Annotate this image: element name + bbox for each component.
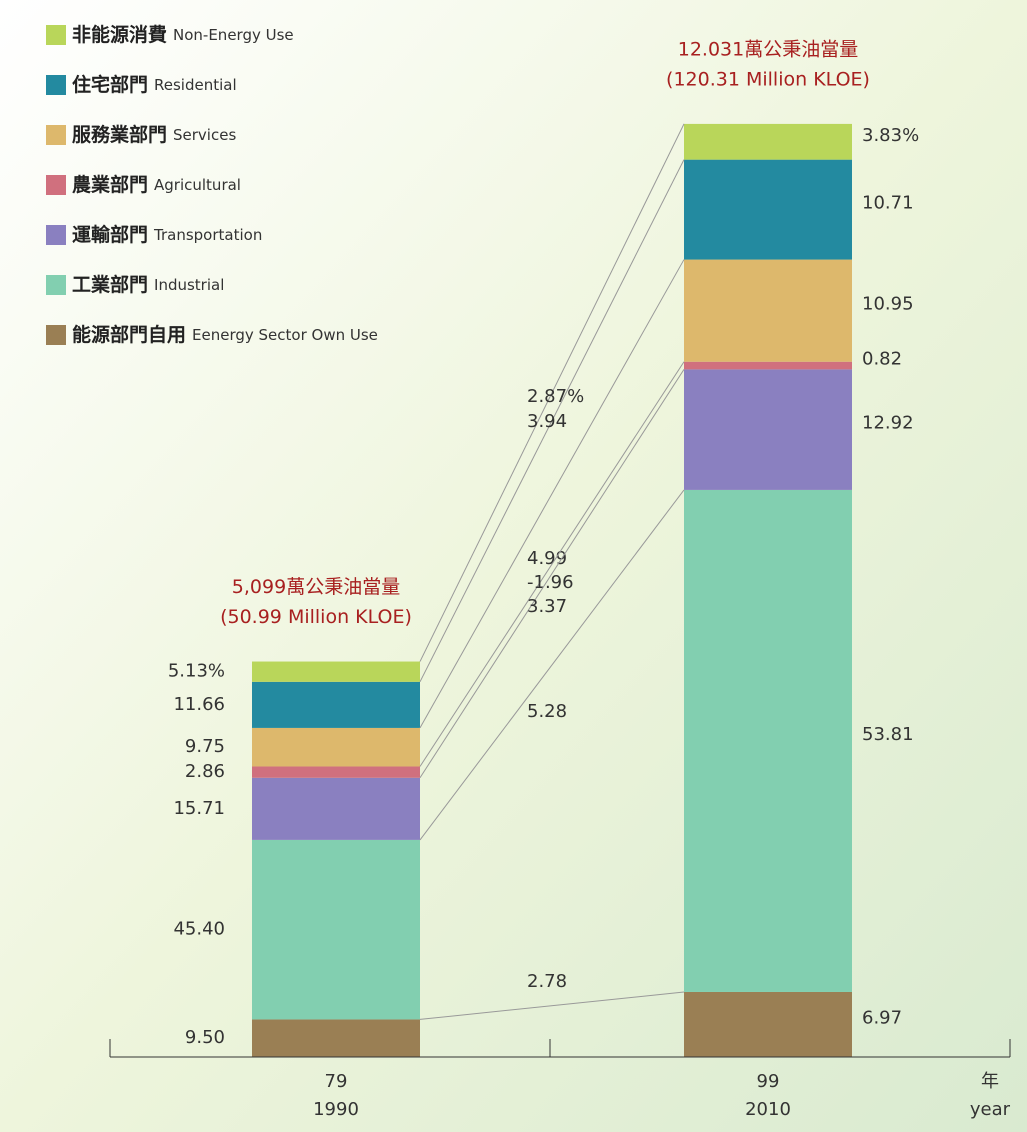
value-label: 10.71 (862, 193, 914, 214)
value-label: 2.86 (185, 761, 225, 782)
bar-segment (252, 682, 420, 728)
x-tick-label: 99 (757, 1071, 780, 1092)
legend-name-en: Residential (154, 76, 237, 94)
total-label: 5,099萬公秉油當量 (232, 576, 400, 598)
bar-segment (684, 362, 852, 370)
value-label: 15.71 (173, 798, 225, 819)
value-label: 3.83% (862, 125, 919, 146)
growth-label: 2.87% (527, 386, 584, 407)
bar-segment (252, 840, 420, 1020)
x-tick-label: 79 (325, 1071, 348, 1092)
value-label: 45.40 (173, 919, 225, 940)
legend-name: 能源部門自用 (72, 323, 186, 346)
bar-segment (684, 260, 852, 362)
value-label: 12.92 (862, 413, 914, 434)
legend-swatch (46, 125, 66, 145)
growth-label: 5.28 (527, 701, 567, 722)
value-label: 10.95 (862, 294, 914, 315)
bar-segment (684, 124, 852, 160)
legend-name: 運輸部門 (72, 223, 148, 246)
value-label: 5.13% (168, 661, 225, 682)
bar-segment (684, 992, 852, 1057)
legend-label: 服務業部門 Services (72, 123, 236, 146)
bar-segment (684, 369, 852, 490)
legend-name: 工業部門 (72, 273, 148, 296)
value-label: 0.82 (862, 349, 902, 370)
legend-name-en: Non-Energy Use (173, 26, 294, 44)
growth-label: 4.99 (527, 548, 567, 569)
legend-name-en: Services (173, 126, 236, 144)
legend-label: 能源部門自用 Eenergy Sector Own Use (72, 323, 378, 346)
legend-name-en: Transportation (153, 226, 262, 244)
bar-segment (252, 778, 420, 840)
growth-label: 3.94 (527, 411, 567, 432)
bar-segment (252, 728, 420, 767)
legend-swatch (46, 25, 66, 45)
growth-label: 2.78 (527, 971, 567, 992)
value-label: 9.50 (185, 1027, 225, 1048)
legend-label: 農業部門 Agricultural (72, 173, 241, 196)
chart: 非能源消費 Non-Energy Use 住宅部門 Residential 服務業部門 S… (0, 0, 1027, 1132)
total-label: (120.31 Million KLOE) (666, 69, 870, 91)
legend-label: 住宅部門 Residential (72, 73, 237, 96)
axis-unit: year (970, 1099, 1011, 1120)
value-label: 9.75 (185, 736, 225, 757)
legend-name: 住宅部門 (72, 73, 148, 96)
value-label: 6.97 (862, 1007, 902, 1028)
bar-segment (252, 766, 420, 777)
legend-swatch (46, 275, 66, 295)
legend-swatch (46, 325, 66, 345)
growth-label: 3.37 (527, 596, 567, 617)
legend-name: 農業部門 (72, 173, 148, 196)
legend-name: 非能源消費 (72, 23, 167, 46)
total-label: (50.99 Million KLOE) (220, 606, 412, 628)
bar-segment (684, 490, 852, 992)
legend-swatch (46, 175, 66, 195)
legend-swatch (46, 225, 66, 245)
legend-name-en: Industrial (154, 276, 224, 294)
bar-segment (252, 662, 420, 682)
bar-segment (684, 160, 852, 260)
legend-name: 服務業部門 (72, 123, 167, 146)
bar-segment (252, 1019, 420, 1057)
x-tick-year: 2010 (745, 1099, 791, 1120)
x-tick-year: 1990 (313, 1099, 359, 1120)
legend-name-en: Agricultural (154, 176, 241, 194)
value-label: 11.66 (173, 694, 225, 715)
legend-label: 非能源消費 Non-Energy Use (72, 23, 294, 46)
value-label: 53.81 (862, 724, 914, 745)
legend-swatch (46, 75, 66, 95)
growth-label: -1.96 (527, 572, 574, 593)
background (0, 0, 1027, 1132)
legend-name-en: Eenergy Sector Own Use (192, 326, 378, 344)
legend-label: 運輸部門 Transportation (72, 223, 262, 246)
axis-unit: 年 (981, 1071, 999, 1092)
total-label: 12.031萬公秉油當量 (678, 39, 858, 61)
